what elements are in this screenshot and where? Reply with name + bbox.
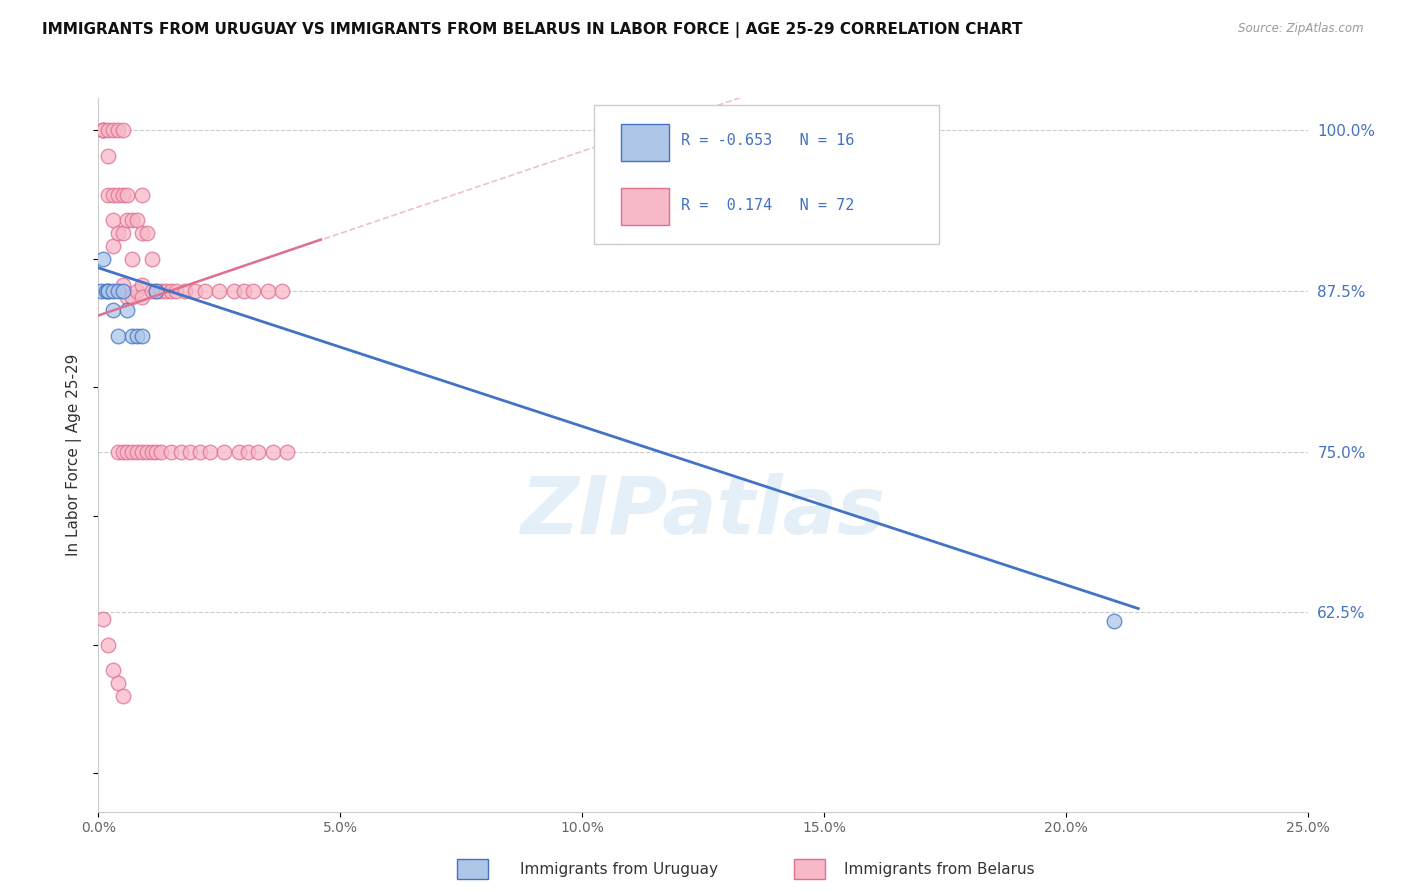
Point — [179, 444, 201, 458]
Point — [135, 226, 157, 240]
Point — [101, 239, 124, 253]
Point — [121, 444, 143, 458]
Point — [184, 284, 207, 298]
Point — [262, 444, 284, 458]
Point — [155, 284, 177, 298]
Point — [101, 284, 124, 298]
Point — [127, 213, 149, 227]
Point — [127, 444, 149, 458]
Point — [101, 123, 124, 137]
Point — [208, 284, 231, 298]
Point — [145, 444, 167, 458]
Bar — [621, 188, 669, 225]
Point — [117, 187, 139, 202]
Point — [107, 123, 129, 137]
Point — [276, 444, 298, 458]
Point — [135, 444, 157, 458]
Text: Immigrants from Uruguay: Immigrants from Uruguay — [520, 863, 718, 877]
Point — [121, 329, 143, 343]
Point — [150, 444, 173, 458]
Text: R = -0.653   N = 16: R = -0.653 N = 16 — [682, 134, 855, 148]
Point — [101, 213, 124, 227]
Point — [101, 187, 124, 202]
Point — [101, 303, 124, 318]
Point — [150, 284, 173, 298]
Point — [111, 284, 134, 298]
Text: R =  0.174   N = 72: R = 0.174 N = 72 — [682, 198, 855, 212]
Point — [198, 444, 221, 458]
Point — [141, 252, 163, 266]
Point — [145, 284, 167, 298]
Point — [91, 123, 114, 137]
Point — [131, 329, 153, 343]
Text: Immigrants from Belarus: Immigrants from Belarus — [844, 863, 1035, 877]
Point — [107, 676, 129, 690]
Point — [97, 638, 120, 652]
Point — [127, 329, 149, 343]
Point — [117, 444, 139, 458]
Point — [232, 284, 254, 298]
Point — [111, 444, 134, 458]
Point — [256, 284, 278, 298]
Point — [121, 213, 143, 227]
Point — [97, 123, 120, 137]
Point — [107, 226, 129, 240]
Point — [117, 213, 139, 227]
Point — [107, 284, 129, 298]
Point — [107, 329, 129, 343]
Point — [169, 444, 191, 458]
Point — [94, 284, 117, 298]
Point — [165, 284, 187, 298]
Point — [141, 284, 163, 298]
Point — [242, 284, 264, 298]
Point — [121, 290, 143, 304]
Point — [97, 284, 120, 298]
Point — [97, 187, 120, 202]
Point — [111, 226, 134, 240]
Point — [1102, 615, 1125, 629]
Point — [111, 187, 134, 202]
Point — [111, 277, 134, 292]
Point — [131, 226, 153, 240]
Point — [91, 123, 114, 137]
Point — [121, 252, 143, 266]
Point — [97, 284, 120, 298]
Point — [141, 444, 163, 458]
Point — [131, 290, 153, 304]
Y-axis label: In Labor Force | Age 25-29: In Labor Force | Age 25-29 — [66, 354, 83, 556]
Text: ZIPatlas: ZIPatlas — [520, 473, 886, 551]
Point — [90, 284, 112, 298]
Point — [222, 284, 245, 298]
Bar — [621, 124, 669, 161]
Point — [111, 689, 134, 703]
Point — [247, 444, 270, 458]
Point — [91, 612, 114, 626]
Point — [131, 187, 153, 202]
Point — [228, 444, 250, 458]
Point — [91, 252, 114, 266]
Point — [188, 444, 211, 458]
Text: IMMIGRANTS FROM URUGUAY VS IMMIGRANTS FROM BELARUS IN LABOR FORCE | AGE 25-29 CO: IMMIGRANTS FROM URUGUAY VS IMMIGRANTS FR… — [42, 22, 1022, 38]
FancyBboxPatch shape — [595, 105, 939, 244]
Point — [97, 149, 120, 163]
Point — [131, 444, 153, 458]
Point — [117, 290, 139, 304]
Point — [91, 123, 114, 137]
Point — [145, 284, 167, 298]
Point — [107, 444, 129, 458]
Point — [160, 444, 183, 458]
Point — [212, 444, 235, 458]
Point — [194, 284, 217, 298]
Point — [117, 303, 139, 318]
Point — [107, 187, 129, 202]
Point — [174, 284, 197, 298]
Point — [271, 284, 294, 298]
Point — [101, 663, 124, 677]
Point — [111, 123, 134, 137]
Point — [131, 277, 153, 292]
Point — [160, 284, 183, 298]
Text: Source: ZipAtlas.com: Source: ZipAtlas.com — [1239, 22, 1364, 36]
Point — [127, 284, 149, 298]
Point — [238, 444, 260, 458]
